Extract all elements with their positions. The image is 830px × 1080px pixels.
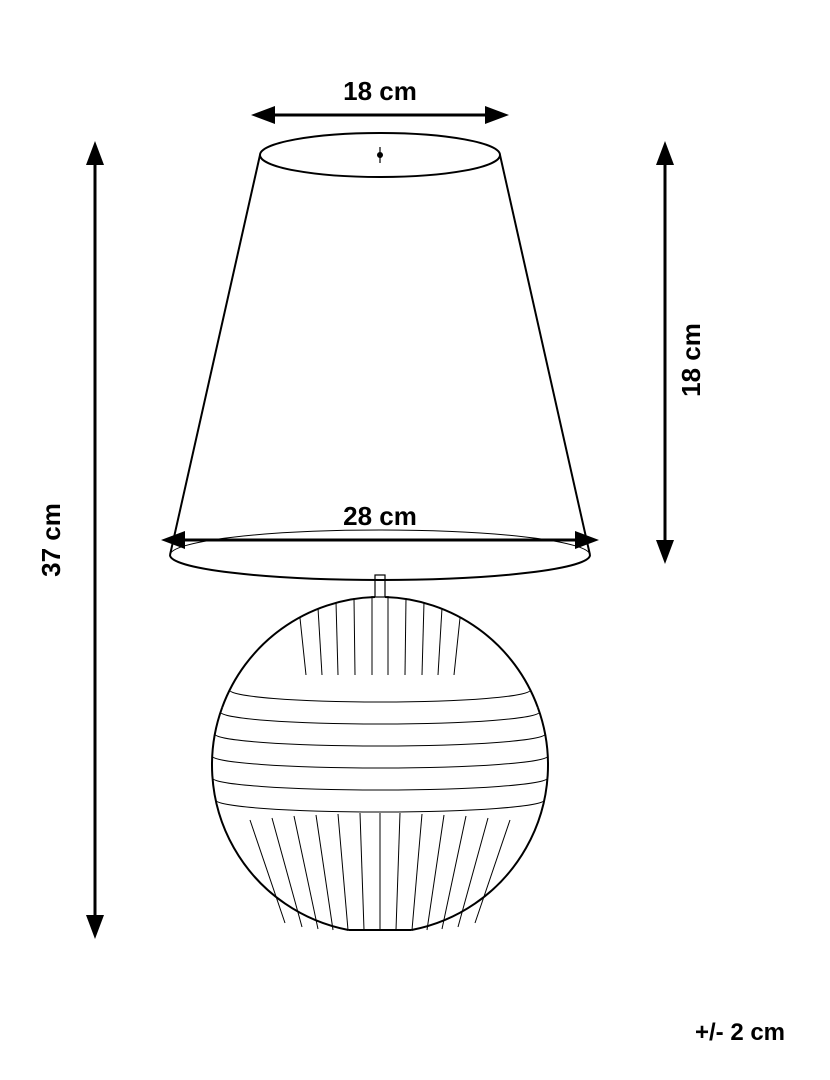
dim-shade-height: 18 cm: [665, 150, 706, 555]
dim-top-width: 18 cm: [260, 76, 500, 115]
dim-shade-height-label: 18 cm: [676, 323, 706, 397]
lamp-base: [212, 596, 548, 930]
dim-bottom-width: 28 cm: [170, 501, 590, 540]
dim-total-height: 37 cm: [36, 150, 95, 930]
dim-bottom-width-label: 28 cm: [343, 501, 417, 531]
dim-top-width-label: 18 cm: [343, 76, 417, 106]
tolerance-note: +/- 2 cm: [695, 1019, 785, 1046]
dim-total-height-label: 37 cm: [36, 503, 66, 577]
lamp-connector: [375, 575, 385, 597]
